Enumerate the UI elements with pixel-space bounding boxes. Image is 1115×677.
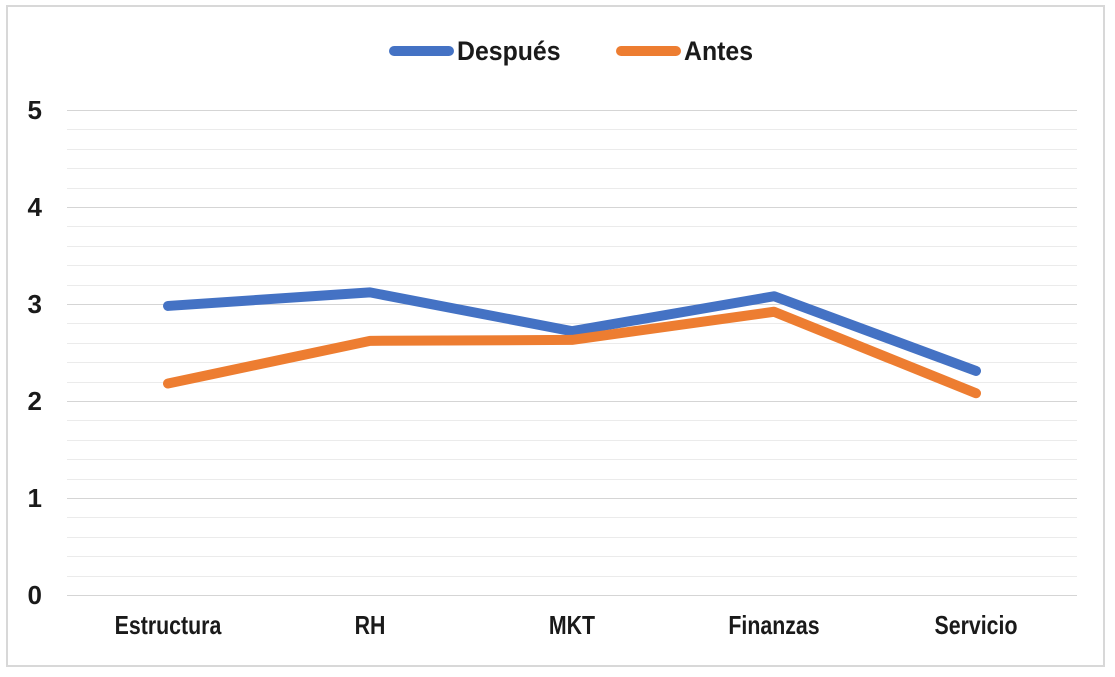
y-axis-label: 3 — [27, 289, 42, 319]
legend-line-swatch-despues-icon — [388, 46, 454, 56]
x-axis-label-mkt: MKT — [548, 610, 596, 640]
legend-line-swatch-antes-icon — [616, 46, 682, 56]
legend-label-antes: Antes — [684, 35, 754, 66]
y-axis-label: 5 — [27, 95, 42, 125]
x-axis-label-finanzas: Finanzas — [728, 610, 820, 640]
legend-item-antes[interactable]: Antes — [616, 36, 759, 67]
y-axis-label: 0 — [27, 580, 42, 610]
x-axis-label-estructura: Estructura — [114, 610, 222, 640]
y-axis-label: 2 — [27, 386, 42, 416]
legend-label-despues: Después — [456, 35, 561, 66]
y-axis-label: 1 — [27, 483, 42, 513]
series-line-despues[interactable] — [163, 287, 981, 376]
series-line-antes[interactable] — [163, 306, 981, 399]
x-axis-label-servicio: Servicio — [934, 610, 1018, 640]
chart-legend: Después Antes — [69, 33, 1079, 69]
legend-item-despues[interactable]: Después — [388, 35, 570, 67]
x-axis-label-rh: RH — [354, 610, 386, 640]
y-axis-label: 4 — [27, 192, 42, 222]
